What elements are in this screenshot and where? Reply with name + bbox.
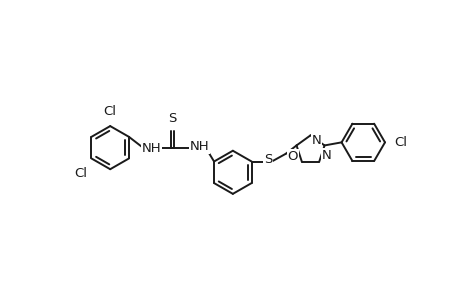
Text: Cl: Cl <box>74 167 87 180</box>
Text: S: S <box>168 112 176 124</box>
Text: S: S <box>263 154 272 166</box>
Text: O: O <box>287 150 297 163</box>
Text: Cl: Cl <box>103 105 117 118</box>
Text: N: N <box>321 149 330 162</box>
Text: NH: NH <box>189 140 209 153</box>
Text: N: N <box>311 134 321 147</box>
Text: Cl: Cl <box>393 136 406 149</box>
Text: NH: NH <box>141 142 161 155</box>
